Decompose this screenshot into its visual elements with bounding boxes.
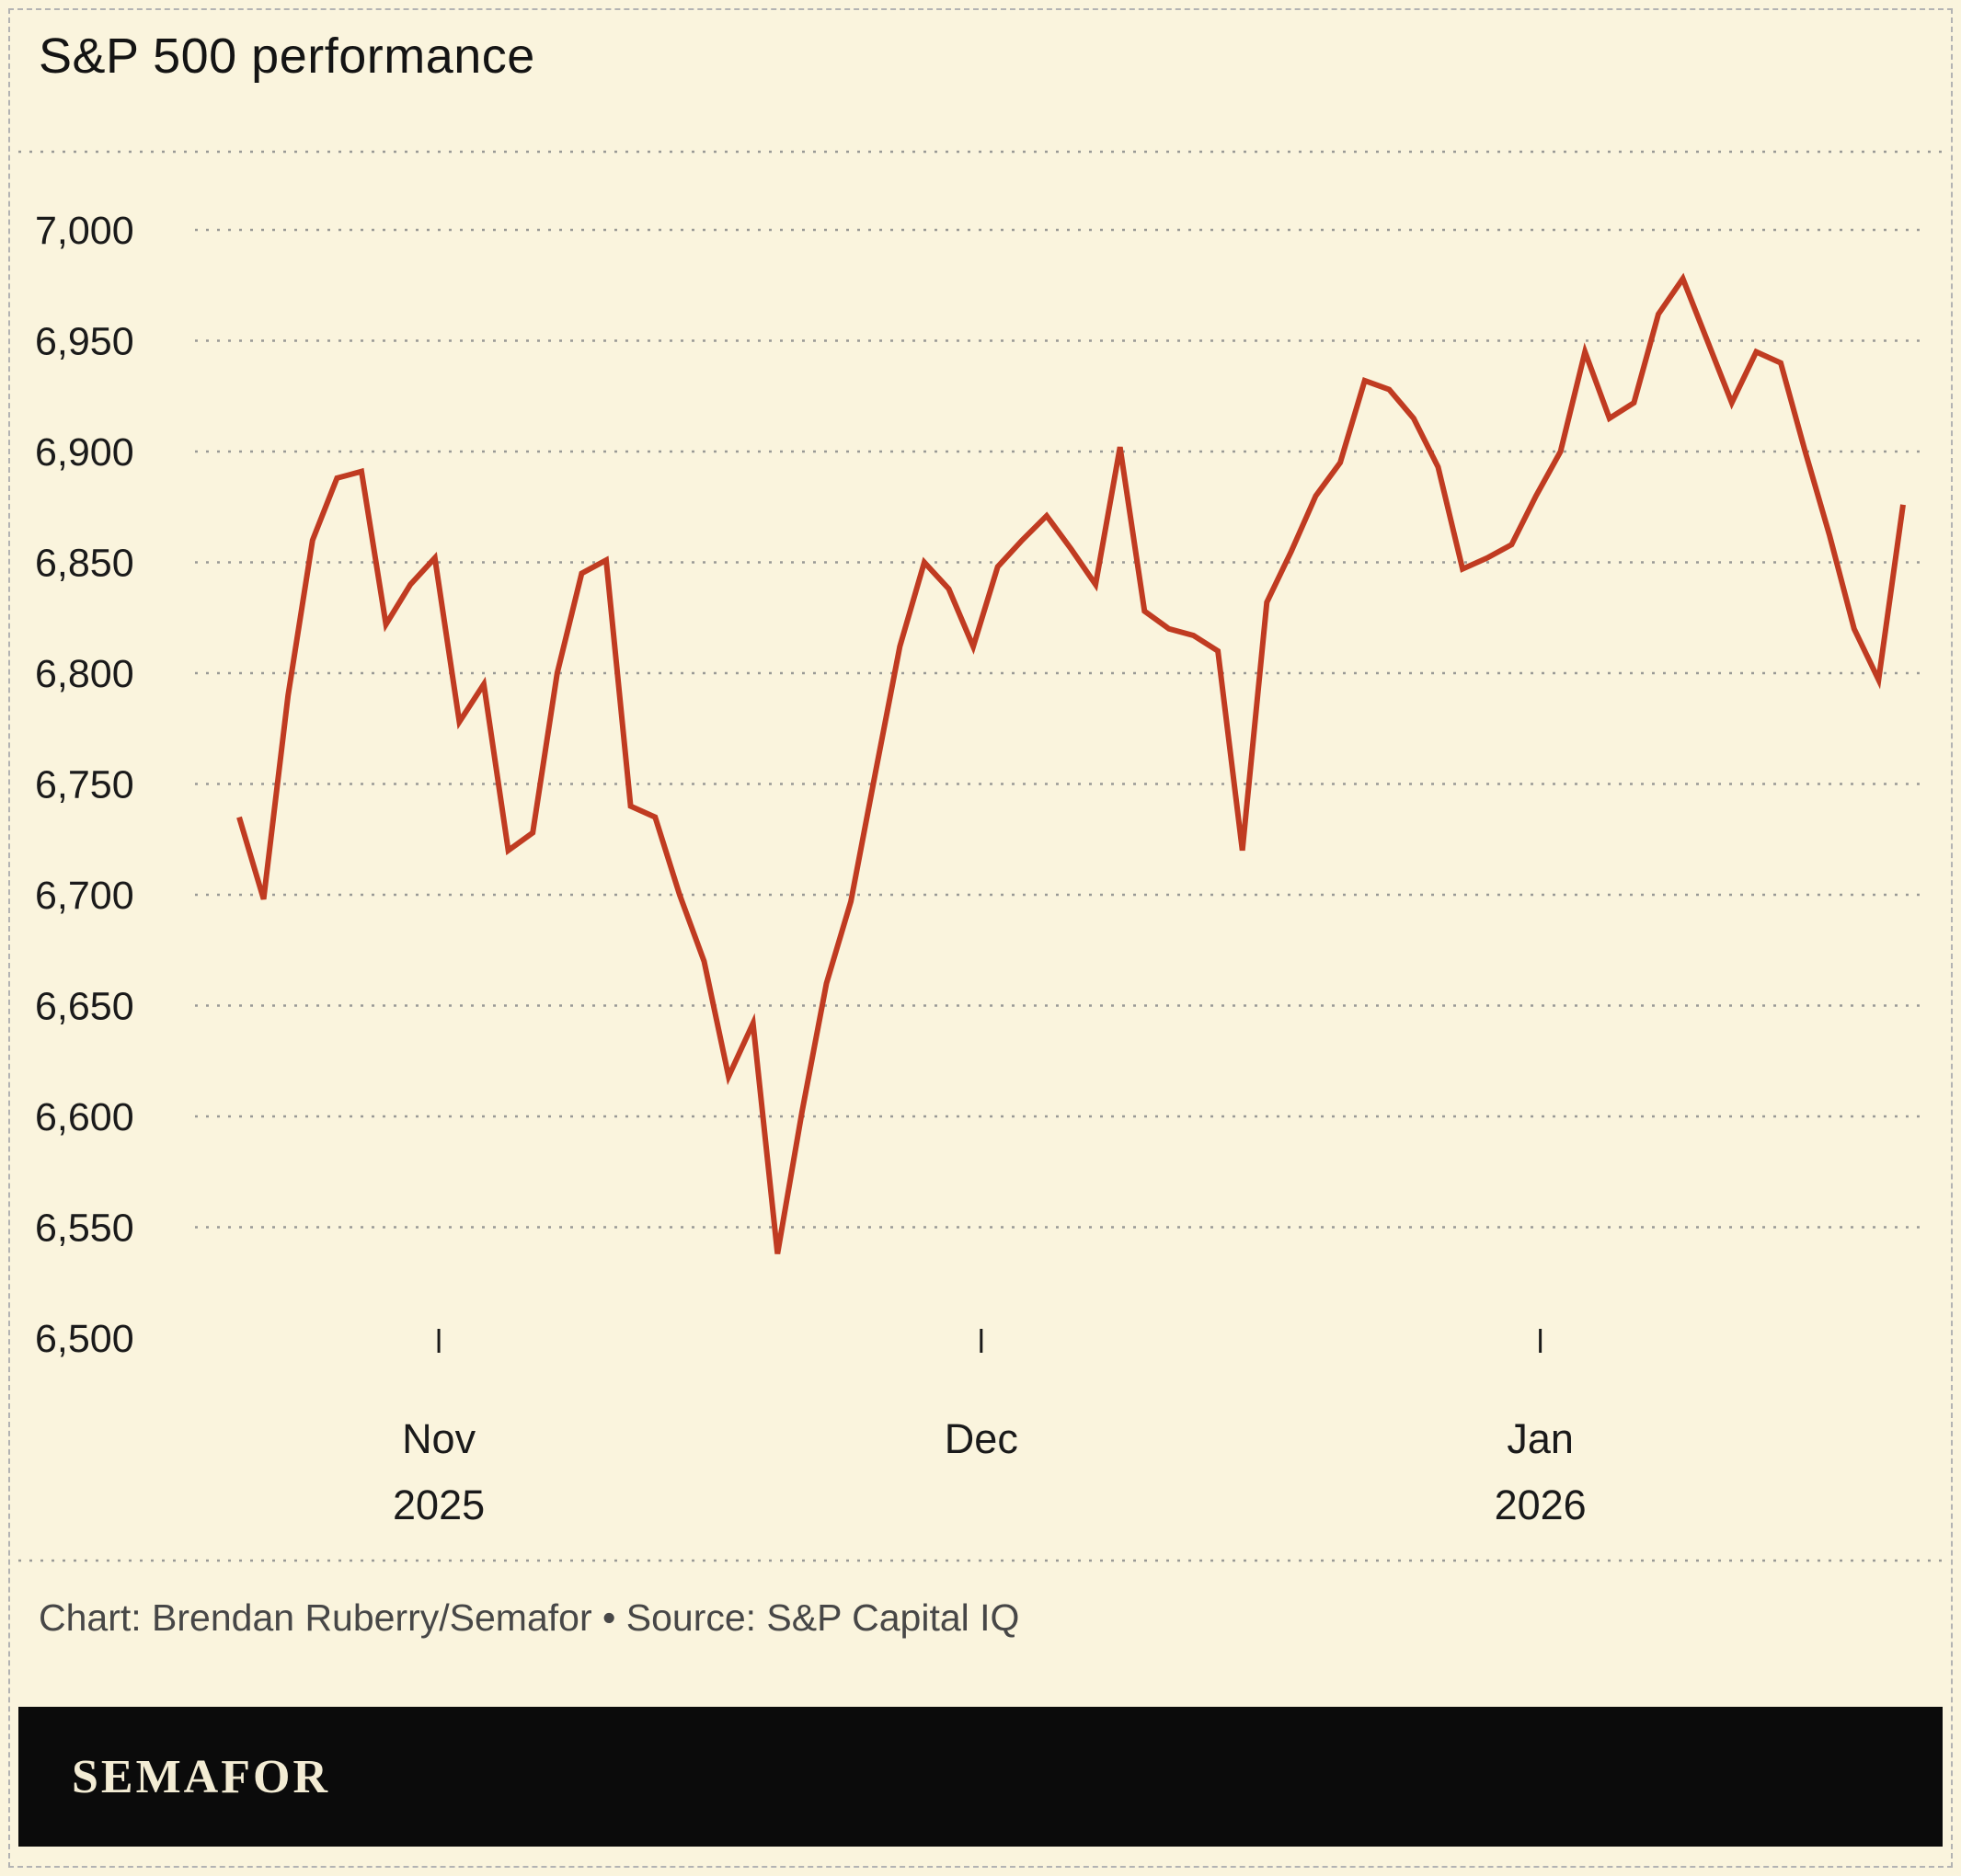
semafor-logo: SEMAFOR [72,1750,330,1803]
y-axis-label: 6,550 [35,1207,134,1251]
y-axis-label: 6,850 [35,542,134,586]
chart-credit: Chart: Brendan Ruberry/Semafor • Source:… [39,1596,1020,1639]
y-axis-label: 6,750 [35,763,134,807]
brand-bar: SEMAFOR [18,1707,1943,1847]
y-axis-label: 7,000 [35,209,134,253]
y-axis-label: 6,600 [35,1095,134,1139]
page-title: S&P 500 performance [39,29,535,84]
y-axis-label: 6,500 [35,1317,134,1361]
y-axis-label: 6,900 [35,430,134,475]
y-axis-label: 6,700 [35,874,134,918]
series-line [236,272,1906,1254]
x-axis-label: Nov [402,1415,476,1462]
x-axis-year-label: 2025 [393,1481,485,1528]
x-axis-year-label: 2026 [1495,1481,1587,1528]
y-axis-label: 6,950 [35,320,134,364]
y-axis-label: 6,800 [35,652,134,696]
x-axis-label: Dec [945,1415,1018,1462]
y-axis-label: 6,650 [35,985,134,1029]
x-axis-label: Jan [1507,1415,1574,1462]
